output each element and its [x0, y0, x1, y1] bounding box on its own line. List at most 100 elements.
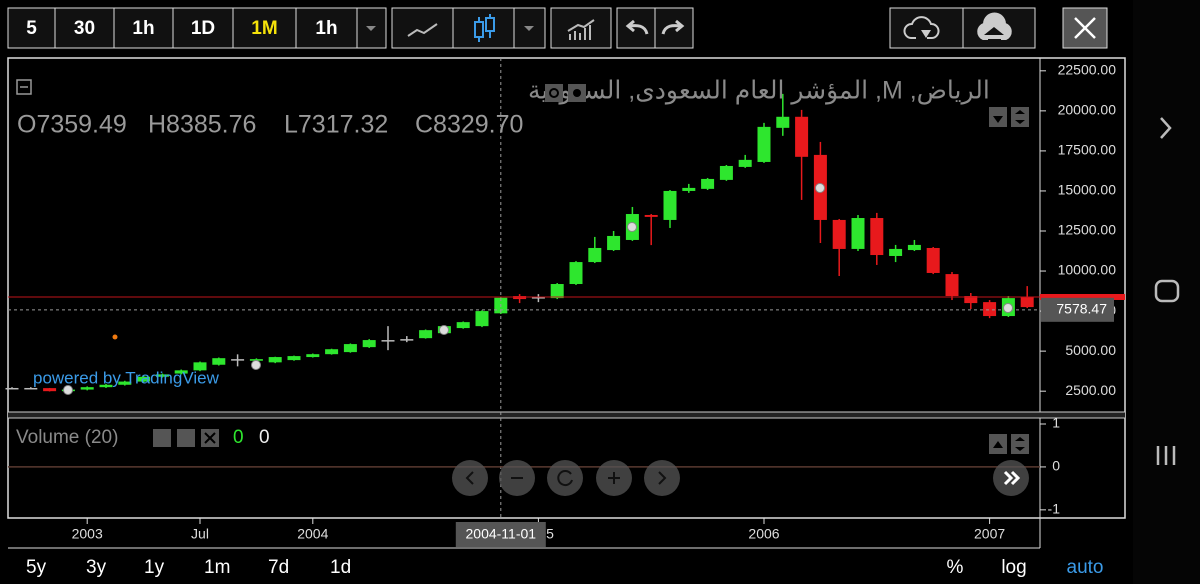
maximize-button[interactable] — [1011, 107, 1029, 127]
range-button[interactable]: 1m — [204, 557, 230, 578]
range-button[interactable]: 1y — [144, 557, 165, 578]
bottom-bar: 5y 3y 1y 1m 7d 1d% log auto — [26, 557, 1103, 578]
nav-recents[interactable] — [1156, 446, 1176, 465]
candle-body — [776, 116, 790, 128]
redo-button[interactable] — [654, 7, 694, 49]
candle-body — [475, 311, 489, 327]
interval-label: 1h — [315, 18, 337, 39]
last-price-tag — [1040, 293, 1125, 300]
watermark: powered by TradingView — [33, 368, 220, 387]
y-tick-label: 22500.00 — [1058, 62, 1117, 78]
nav-forward[interactable] — [1160, 117, 1172, 139]
interval-label: 1D — [191, 18, 215, 39]
ohlc-value: H8385.76 — [148, 111, 256, 139]
load-button[interactable] — [889, 7, 964, 49]
reset-button[interactable] — [547, 460, 583, 496]
scale-button[interactable]: % — [947, 557, 964, 578]
candle-body — [174, 370, 188, 374]
candle-body — [701, 178, 715, 189]
candle-body — [231, 359, 245, 361]
cloud-upload-icon — [977, 12, 1012, 40]
candle-body — [362, 340, 376, 348]
crosshair-date-box — [455, 522, 546, 547]
candle-body — [607, 235, 621, 251]
range-button[interactable]: 3y — [86, 557, 107, 578]
range-button[interactable]: 1d — [330, 557, 351, 578]
toolbar: 5 30 1h 1D 1M 1h — [7, 7, 358, 49]
x-tick-label: 2003 — [72, 526, 103, 542]
event-markers — [63, 183, 1013, 395]
gear-icon — [573, 89, 581, 97]
candle-body — [99, 384, 113, 388]
y-tick-label: 10000.00 — [1058, 262, 1117, 278]
download-arrow — [921, 30, 931, 38]
eye-button[interactable] — [153, 429, 171, 447]
maximize-button[interactable] — [1011, 434, 1029, 454]
interval-label: 5 — [26, 18, 37, 39]
candle-body — [287, 356, 301, 361]
volume-y-tick-label: 0 — [1052, 458, 1060, 474]
interval-button[interactable] — [172, 7, 234, 49]
candle-body — [870, 218, 884, 256]
interval-button[interactable] — [7, 7, 56, 49]
x-tick-label: 2007 — [974, 526, 1005, 542]
volume-value: 0 — [233, 427, 244, 448]
candle-body — [80, 387, 94, 390]
nav-overlay-icons — [465, 470, 1021, 487]
volume-legend: Volume (20) 0 0 — [16, 427, 270, 448]
candle-icon — [474, 14, 495, 42]
candle-body — [795, 116, 809, 157]
candle-body — [945, 274, 959, 297]
candle-body — [193, 362, 207, 371]
y-tick-label: 20000.00 — [1058, 102, 1117, 118]
range-button[interactable]: 5y — [26, 557, 47, 578]
symbol-title: الرياض, M, المؤشر العام السعودى, السعودي… — [528, 77, 990, 106]
scroll-left-button[interactable] — [452, 460, 488, 496]
x-tick-label: Jul — [191, 526, 209, 542]
pane-separator — [8, 412, 1125, 418]
y-tick-label: 17500.00 — [1058, 142, 1117, 158]
event-marker[interactable] — [627, 222, 637, 232]
indicators-icon — [567, 19, 595, 40]
candle-body — [249, 359, 263, 361]
dropdown-arrow — [366, 26, 376, 31]
interval-button[interactable] — [113, 7, 174, 49]
candle-body — [118, 381, 132, 385]
candle-body — [569, 262, 583, 285]
candle-body — [381, 340, 395, 342]
event-marker[interactable] — [63, 385, 73, 395]
x-tick-label: 2004 — [297, 526, 328, 542]
candle-body — [24, 387, 38, 390]
pane-control-icons — [993, 110, 1025, 451]
crosshair-date: 2004-11-01 — [466, 526, 537, 542]
interval-label: 1h — [132, 18, 154, 39]
line-chart-button[interactable] — [391, 7, 454, 49]
nav-home[interactable] — [1154, 279, 1180, 303]
event-marker[interactable] — [1003, 303, 1013, 313]
scale-button[interactable]: auto — [1067, 557, 1104, 578]
scale-button[interactable]: log — [1001, 557, 1026, 578]
scroll-right-button[interactable] — [644, 460, 680, 496]
candle-body — [719, 165, 733, 180]
candle-body — [738, 159, 752, 167]
candle-body — [889, 248, 903, 256]
indicators-button[interactable] — [550, 7, 612, 49]
crosshair-price-box — [1041, 297, 1114, 322]
undo-icon — [625, 19, 649, 35]
event-marker[interactable] — [439, 325, 449, 335]
event-marker[interactable] — [251, 360, 261, 370]
eye-button[interactable] — [545, 84, 563, 102]
ohlc-value: L7317.32 — [284, 111, 388, 139]
candle-body — [757, 126, 771, 162]
y-tick-label: 15000.00 — [1058, 182, 1117, 198]
candle-body — [268, 357, 282, 363]
line-icon — [407, 23, 438, 37]
event-marker[interactable] — [815, 183, 825, 193]
collapse-button[interactable] — [16, 79, 32, 95]
remove-icon — [204, 432, 216, 444]
interval-button[interactable] — [295, 7, 358, 49]
undo-button[interactable] — [616, 7, 656, 49]
settings-button[interactable] — [177, 429, 195, 447]
range-button[interactable]: 7d — [268, 557, 289, 578]
